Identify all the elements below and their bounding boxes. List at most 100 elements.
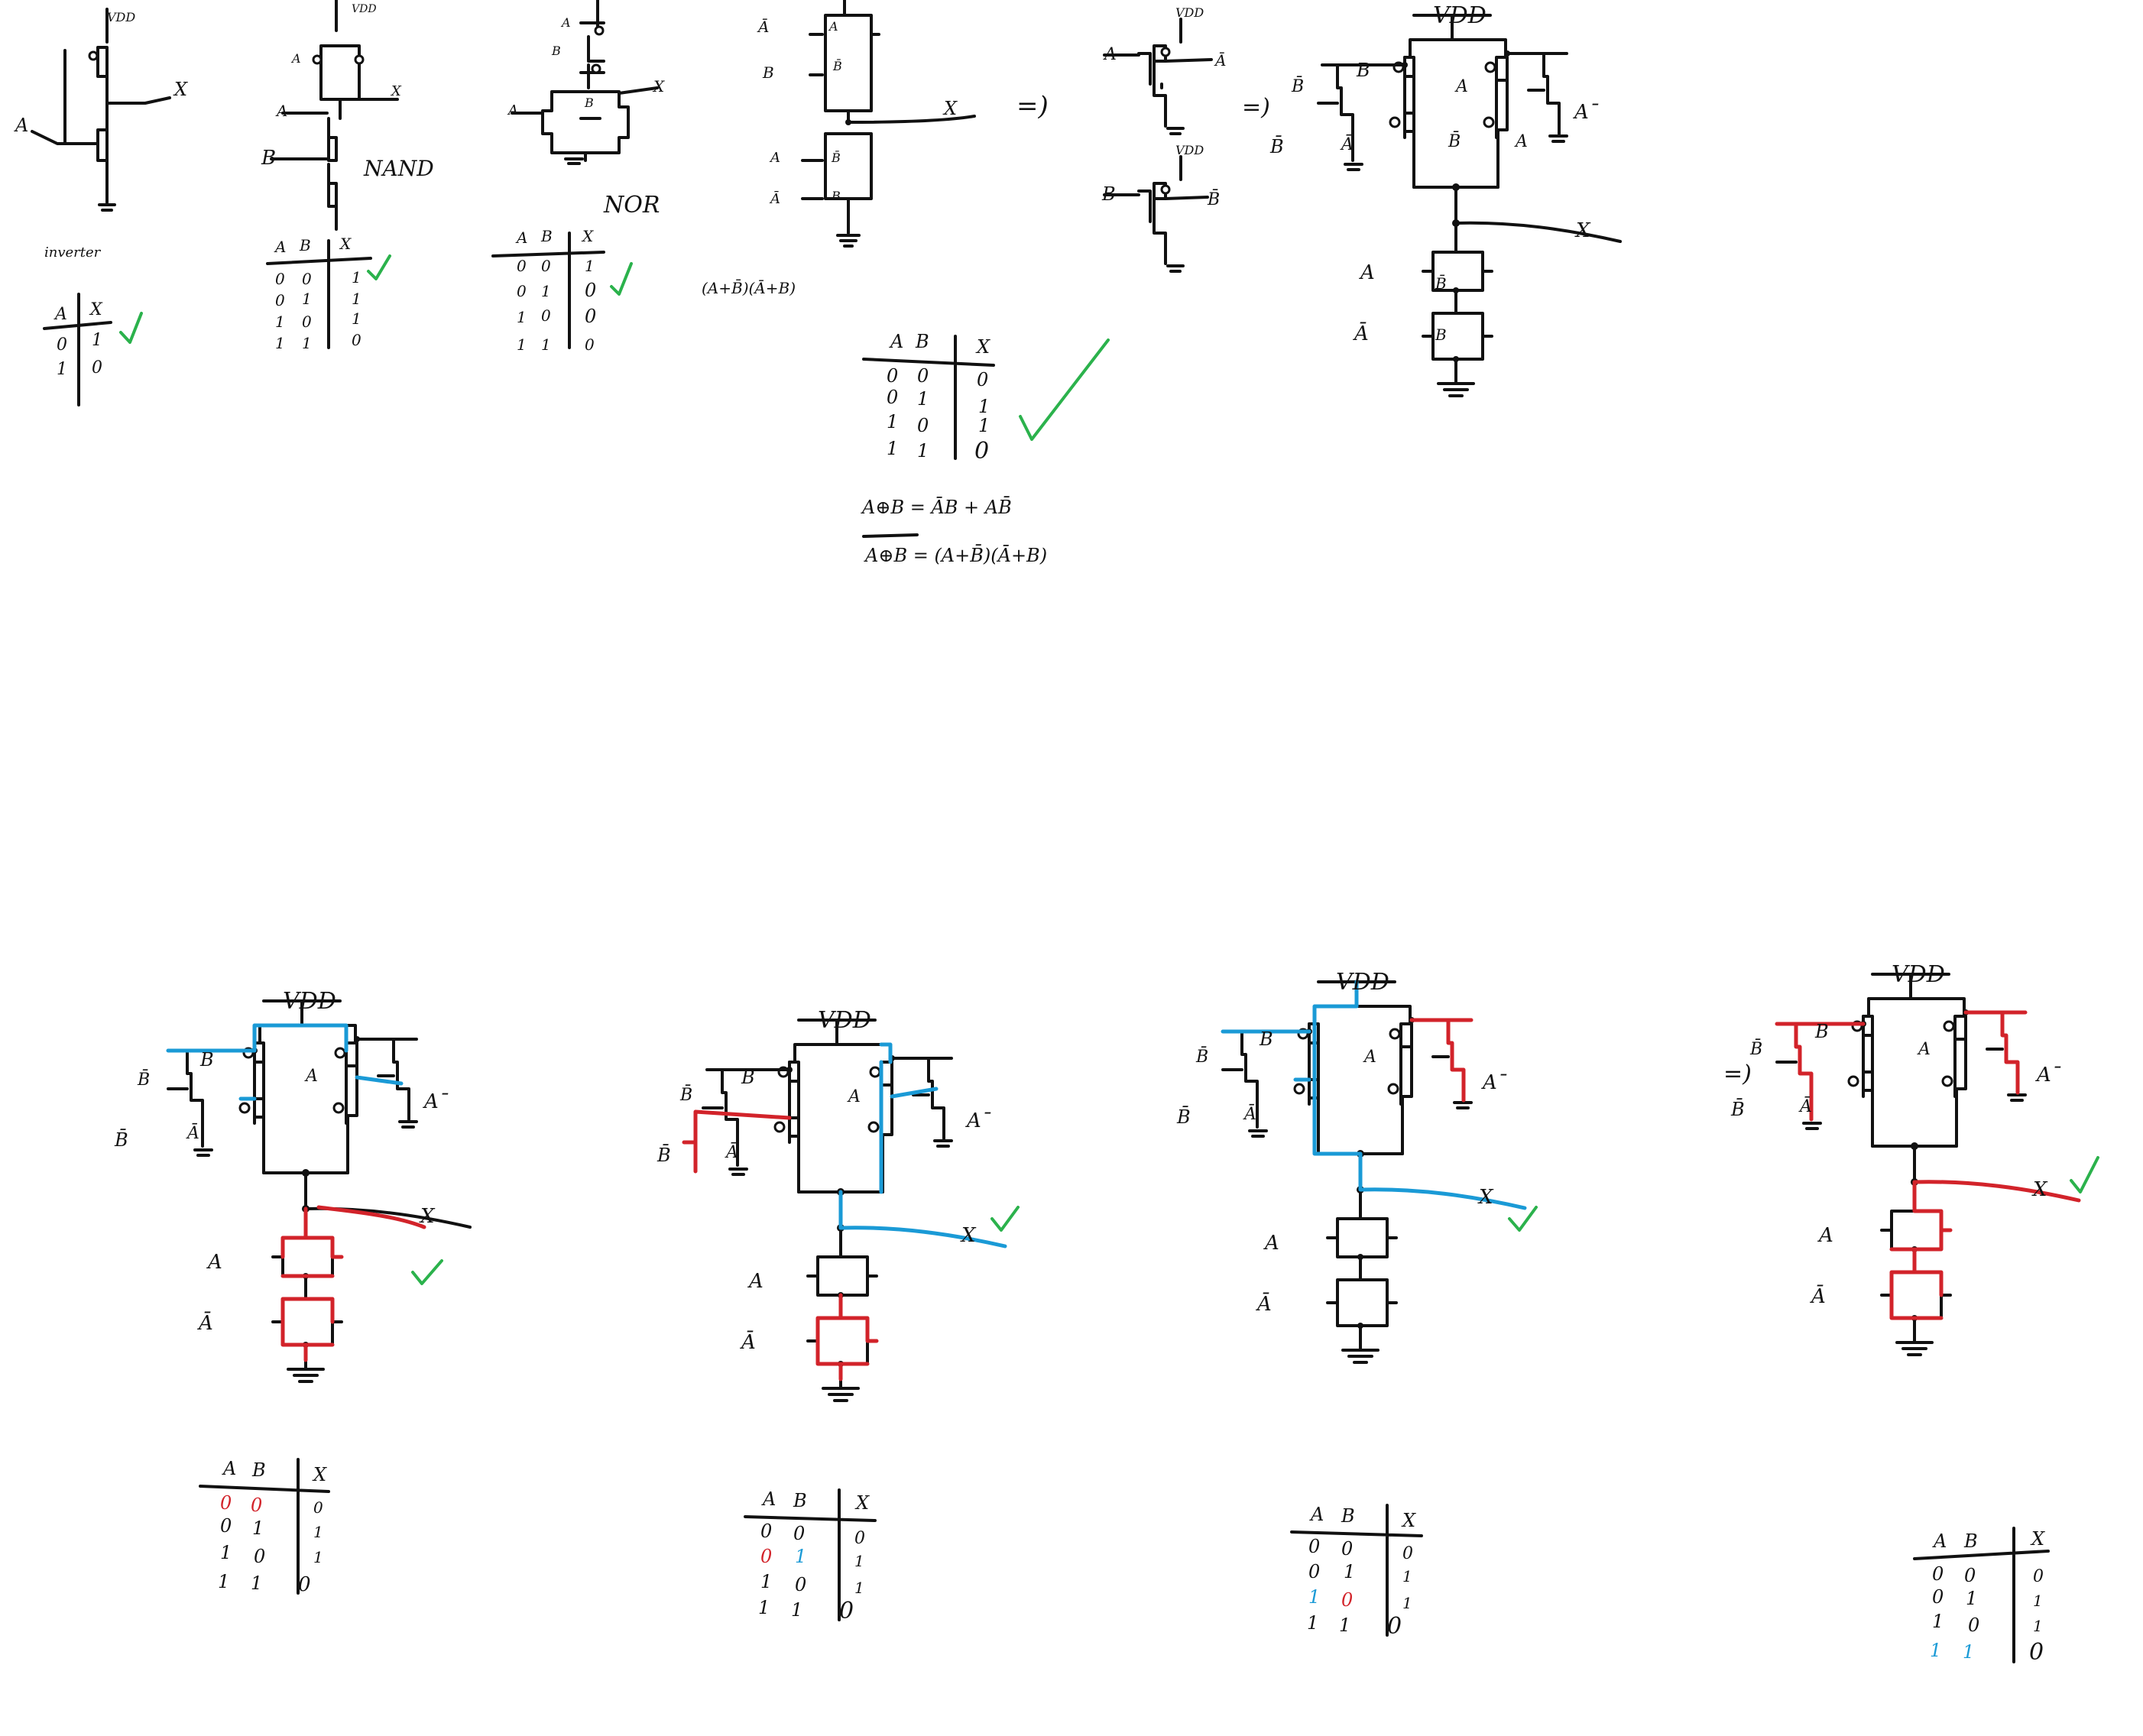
- tt-cell: 0: [302, 313, 312, 331]
- case-01-circuit: [682, 1019, 1007, 1402]
- tt-cell-highlight: 0: [1341, 1589, 1353, 1611]
- tt-head: X: [1401, 1510, 1416, 1531]
- tt-cell: 0: [1387, 1613, 1402, 1640]
- tt-head: B: [1963, 1530, 1978, 1552]
- tt-cell: 1: [275, 334, 285, 352]
- tt-cell: 0: [298, 1573, 311, 1596]
- vdd-label: VDD: [107, 10, 135, 24]
- input-abar: Ā: [1353, 322, 1369, 345]
- inverter-caption: inverter: [44, 245, 102, 261]
- tt-head: X: [975, 336, 990, 358]
- tt-cell: 1: [585, 257, 595, 275]
- input-b: B: [551, 44, 561, 58]
- tt-cell: 0: [1932, 1586, 1944, 1608]
- output-abar: Ā: [1214, 51, 1226, 70]
- vdd-label: VDD: [1433, 2, 1486, 29]
- input-abar: Ā: [740, 1330, 756, 1354]
- input-a: A: [1817, 1224, 1833, 1247]
- input-b: B: [762, 63, 774, 82]
- tt-head: X: [581, 227, 594, 245]
- input-abar: Ā: [725, 1142, 738, 1162]
- tt-head: B: [540, 227, 553, 245]
- vdd-label: VDD: [1892, 961, 1945, 988]
- xor-final-labels: VDD =) B B̄ B̄ Ā A B̄ A A¯ X A B̄ Ā B: [1242, 2, 1599, 345]
- input-b: B: [1101, 183, 1116, 205]
- tt-cell: 0: [1341, 1538, 1353, 1559]
- input-bbar: B̄: [1269, 136, 1284, 157]
- arrow: =): [1723, 1061, 1752, 1087]
- tt-cell: 0: [220, 1515, 232, 1537]
- input-a: A: [507, 102, 518, 118]
- vdd-label: VDD: [1175, 143, 1204, 157]
- tt-cell: 1: [791, 1599, 802, 1621]
- tt-head: A: [274, 238, 286, 256]
- case-00-labels: VDD B B̄ B̄ Ā A A¯ X A Ā: [114, 988, 449, 1335]
- input-a: A: [847, 1087, 861, 1106]
- tt-cell: 0: [917, 365, 929, 387]
- input-abar: Ā: [1798, 1096, 1812, 1116]
- input-bbar: B̄: [657, 1145, 671, 1166]
- input-a: A: [304, 1067, 318, 1086]
- tt-cell: 1: [2033, 1592, 2043, 1610]
- check-mark: [119, 312, 143, 344]
- input-a: A: [1454, 77, 1468, 96]
- tt-cell: 1: [275, 313, 285, 331]
- input-a: A: [1359, 261, 1375, 284]
- tt-cell: 0: [1308, 1536, 1320, 1557]
- tt-cell: 0: [1308, 1561, 1320, 1582]
- tt-cell: 0: [313, 1498, 323, 1517]
- output-x: X: [2031, 1178, 2048, 1201]
- vdd-label: VDD: [818, 1007, 871, 1034]
- output-bbar: B̄: [1207, 189, 1220, 209]
- truth-table-nor: A B X 0 0 1 0 1 0 1 0 0 1 1 0: [491, 227, 633, 354]
- tt-cell: 0: [974, 438, 989, 465]
- tt-cell: 1: [978, 396, 990, 417]
- input-a: A: [560, 15, 571, 30]
- tt-cell: 1: [2033, 1617, 2043, 1635]
- input-b: B: [831, 189, 841, 203]
- tt-cell: 0: [2029, 1639, 2044, 1666]
- tt-cell: 1: [313, 1548, 323, 1566]
- tt-cell: 1: [313, 1523, 323, 1541]
- tt-head: X: [89, 300, 103, 319]
- formula-xor: A⊕B = ĀB + AB̄: [861, 497, 1012, 518]
- truth-table-xnor: A B X 0 0 0 0 1 1 1 0 1 1 1 0 A⊕B = ĀB …: [861, 331, 1110, 566]
- tt-cell: 1: [517, 335, 527, 354]
- output-x: X: [942, 98, 958, 119]
- input-b: B: [741, 1067, 755, 1088]
- input-a: A: [828, 19, 838, 34]
- xor-draft-circuit: Ā A B B̄ X A B̄ Ā B (A+B̄)(Ā+B): [702, 0, 976, 297]
- input-bbar: B̄: [1448, 131, 1461, 151]
- tt-cell: 0: [1402, 1544, 1413, 1563]
- input-a: A: [1363, 1048, 1376, 1067]
- tt-cell: 1: [917, 440, 929, 462]
- tt-cell: 1: [854, 1579, 864, 1597]
- tt-cell: 0: [854, 1529, 865, 1548]
- vdd-label: VDD: [283, 988, 336, 1015]
- tt-cell: 1: [1966, 1588, 1977, 1609]
- case-00-truth-table: A B X 0 0 0 0 1 1 1 0 1 1 1 0: [199, 1458, 330, 1596]
- tt-cell: 1: [917, 388, 929, 410]
- tt-cell: 0: [585, 280, 596, 301]
- tt-head: A: [889, 331, 903, 352]
- input-bbar: B̄: [1176, 1106, 1191, 1128]
- input-a: A: [275, 102, 287, 120]
- tt-cell: 0: [541, 306, 551, 325]
- tt-head: B: [793, 1490, 807, 1511]
- tt-cell: 1: [302, 290, 312, 308]
- input-b: B: [584, 96, 594, 110]
- output-x: X: [960, 1224, 977, 1247]
- output-abar: A¯: [965, 1109, 991, 1132]
- case-01-labels: VDD B B̄ B̄ Ā A A¯ X A Ā: [657, 1007, 1020, 1354]
- tt-cell-highlight: 1: [1963, 1641, 1974, 1663]
- tt-cell: 1: [978, 415, 990, 436]
- tt-cell: 1: [1402, 1594, 1412, 1612]
- tt-cell: 0: [795, 1574, 806, 1595]
- tt-cell: 1: [302, 334, 312, 352]
- tt-head: A: [515, 228, 527, 247]
- input-a: A: [14, 115, 28, 136]
- check-mark: [610, 262, 633, 296]
- tt-cell: 1: [1932, 1611, 1944, 1632]
- tt-head: X: [312, 1464, 327, 1485]
- tt-cell: 0: [917, 415, 929, 436]
